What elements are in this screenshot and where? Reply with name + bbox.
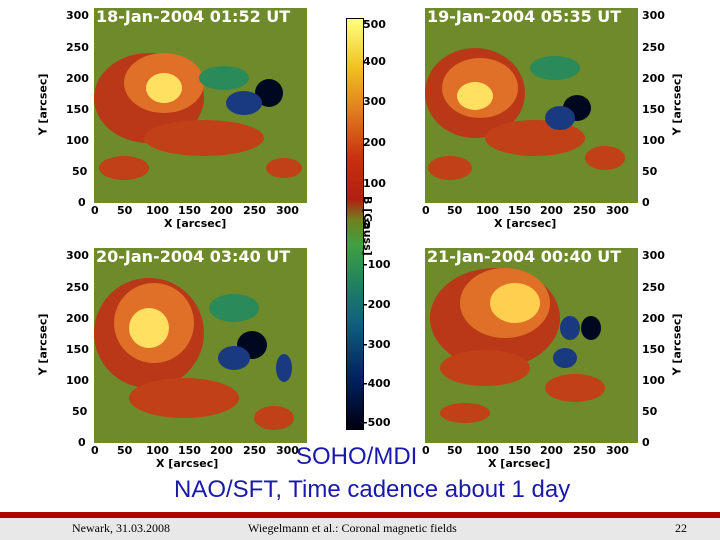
x-axis-label: X [arcsec] — [494, 217, 557, 230]
x-tick: 200 — [210, 444, 233, 457]
x-tick: 100 — [476, 204, 499, 217]
x-tick: 200 — [540, 204, 563, 217]
colorbar-label: B [Gauss] — [361, 196, 374, 256]
panel-timestamp: 20-Jan-2004 03:40 UT — [96, 248, 291, 266]
colorbar-tick: -100 — [363, 258, 391, 271]
y-tick: 200 — [66, 312, 89, 325]
x-tick: 300 — [606, 444, 629, 457]
y-tick: 50 — [72, 165, 88, 178]
colorbar-tick: 400 — [363, 55, 386, 68]
y-tick: 0 — [642, 436, 650, 449]
y-tick: 150 — [642, 343, 665, 356]
magnetogram-image-2: 19-Jan-2004 05:35 UT — [425, 8, 638, 203]
caption-source: NAO/SFT, Time cadence about 1 day — [174, 476, 571, 503]
x-tick: 50 — [447, 204, 463, 217]
x-tick: 300 — [276, 204, 299, 217]
x-tick: 250 — [573, 444, 596, 457]
magnetogram-image-4: 21-Jan-2004 00:40 UT — [425, 248, 638, 443]
y-tick: 300 — [642, 249, 665, 262]
y-tick: 200 — [642, 72, 665, 85]
x-axis-label: X [arcsec] — [164, 217, 227, 230]
y-tick: 250 — [66, 41, 89, 54]
y-axis-label: Y [arcsec] — [36, 313, 50, 376]
x-axis-label: X [arcsec] — [156, 457, 219, 470]
y-tick: 0 — [78, 436, 86, 449]
footer-location-date: Newark, 31.03.2008 — [72, 521, 170, 535]
x-tick: 150 — [508, 204, 531, 217]
y-tick: 100 — [642, 134, 665, 147]
x-tick: 100 — [476, 444, 499, 457]
y-tick: 200 — [66, 72, 89, 85]
colorbar-tick: 200 — [363, 136, 386, 149]
x-tick: 250 — [243, 204, 266, 217]
colorbar-tick: -400 — [363, 377, 391, 390]
x-tick: 150 — [178, 204, 201, 217]
x-tick: 100 — [146, 444, 169, 457]
x-tick: 0 — [422, 444, 430, 457]
colorbar-tick: 500 — [363, 18, 386, 31]
panel-timestamp: 21-Jan-2004 00:40 UT — [427, 248, 622, 266]
panel-timestamp: 19-Jan-2004 05:35 UT — [427, 8, 622, 26]
x-axis-label: X [arcsec] — [488, 457, 551, 470]
footer-title: Wiegelmann et al.: Coronal magnetic fiel… — [248, 521, 457, 535]
y-tick: 250 — [642, 281, 665, 294]
x-tick: 0 — [91, 204, 99, 217]
y-tick: 300 — [66, 249, 89, 262]
footer-bar — [0, 512, 720, 518]
magnetogram-image-3: 20-Jan-2004 03:40 UT — [94, 248, 307, 443]
colorbar-tick: -200 — [363, 298, 391, 311]
y-tick: 250 — [642, 41, 665, 54]
colorbar-tick: 300 — [363, 95, 386, 108]
x-tick: 200 — [210, 204, 233, 217]
colorbar-tick: 0 — [363, 218, 371, 231]
colorbar — [346, 18, 364, 430]
x-tick: 50 — [117, 204, 133, 217]
x-tick: 50 — [117, 444, 133, 457]
page-number: 22 — [675, 521, 687, 535]
y-tick: 150 — [66, 103, 89, 116]
y-tick: 300 — [66, 9, 89, 22]
y-axis-label: Y [arcsec] — [670, 73, 684, 136]
y-axis-label: Y [arcsec] — [36, 73, 50, 136]
y-tick: 200 — [642, 312, 665, 325]
x-tick: 300 — [606, 204, 629, 217]
y-tick: 150 — [66, 343, 89, 356]
caption-instrument: SOHO/MDI — [296, 443, 418, 470]
y-tick: 250 — [66, 281, 89, 294]
colorbar-tick: -500 — [363, 416, 391, 429]
magnetogram-image-1: 18-Jan-2004 01:52 UT — [94, 8, 307, 203]
y-tick: 50 — [72, 405, 88, 418]
x-tick: 0 — [422, 204, 430, 217]
y-axis-label: Y [arcsec] — [670, 313, 684, 376]
x-tick: 300 — [276, 444, 299, 457]
y-tick: 300 — [642, 9, 665, 22]
y-tick: 100 — [642, 374, 665, 387]
colorbar-tick: 100 — [363, 177, 386, 190]
x-tick: 150 — [508, 444, 531, 457]
x-tick: 250 — [573, 204, 596, 217]
x-tick: 200 — [540, 444, 563, 457]
x-tick: 0 — [91, 444, 99, 457]
y-tick: 50 — [642, 405, 658, 418]
panel-timestamp: 18-Jan-2004 01:52 UT — [96, 8, 291, 26]
colorbar-tick: -300 — [363, 338, 391, 351]
x-tick: 50 — [447, 444, 463, 457]
x-tick: 100 — [146, 204, 169, 217]
slide-footer: Newark, 31.03.2008 Wiegelmann et al.: Co… — [0, 512, 720, 540]
y-tick: 150 — [642, 103, 665, 116]
y-tick: 0 — [78, 196, 86, 209]
y-tick: 100 — [66, 134, 89, 147]
x-tick: 250 — [243, 444, 266, 457]
y-tick: 0 — [642, 196, 650, 209]
y-tick: 100 — [66, 374, 89, 387]
y-tick: 50 — [642, 165, 658, 178]
x-tick: 150 — [178, 444, 201, 457]
